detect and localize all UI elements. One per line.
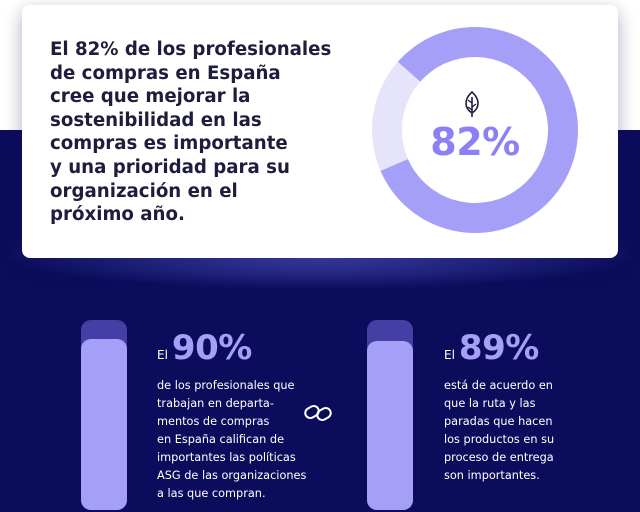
headline-line: cree que mejorar la [50,86,251,108]
stat-bar-fill [81,339,127,510]
stat-description: está de acuerdo en que la ruta y las par… [444,377,554,485]
headline-text: El 82% de los profesionales de compras e… [50,38,340,227]
stat-value: 90% [171,328,252,368]
stat-prefix: El [157,348,168,362]
stat-line: mentos de compras [157,415,270,428]
stat-line: los productos en su [444,433,555,446]
stat-heading: El 89% [444,328,539,368]
headline-line: compras es importante [50,133,288,155]
headline-line: próximo año. [50,204,185,226]
stat-line: ASG de las organizaciones [157,469,307,482]
stat-value: 89% [458,328,539,368]
donut-slice-rest [372,61,421,171]
stat-bar-fill [367,340,413,510]
headline-line: sostenibilidad en las [50,109,262,131]
stat-line: de los profesionales que [157,379,295,392]
donut-center-label: 82% [430,120,520,164]
stat-prefix: El [444,348,455,362]
donut-slice-main [380,27,578,233]
headline-line: El 82% de los profesionales [50,39,332,60]
link-icon [304,405,332,421]
stat-line: paradas que hacen [444,415,553,428]
stat-bar-track [367,320,413,510]
leaf-icon [465,90,479,117]
stat-line: proceso de entrega [444,451,554,464]
headline-line: y una prioridad para su [50,156,290,178]
donut-chart [372,27,578,233]
stat-line: importantes las políticas [157,451,296,464]
stat-line: que la ruta y las [444,397,536,410]
stat-heading: El 90% [157,328,252,368]
donut-slices [372,27,578,233]
stat-description: de los profesionales que trabajan en dep… [157,377,306,503]
headline-line: organización en el [50,180,238,202]
stat-line: está de acuerdo en [444,379,553,392]
headline-line: de compras en España [50,62,281,84]
stat-line: a las que compran. [157,487,266,500]
stat-bar-track [81,320,127,510]
stat-line: trabajan en departa- [157,397,274,410]
stat-line: en España califican de [157,433,285,446]
stat-line: son importantes. [444,469,540,482]
